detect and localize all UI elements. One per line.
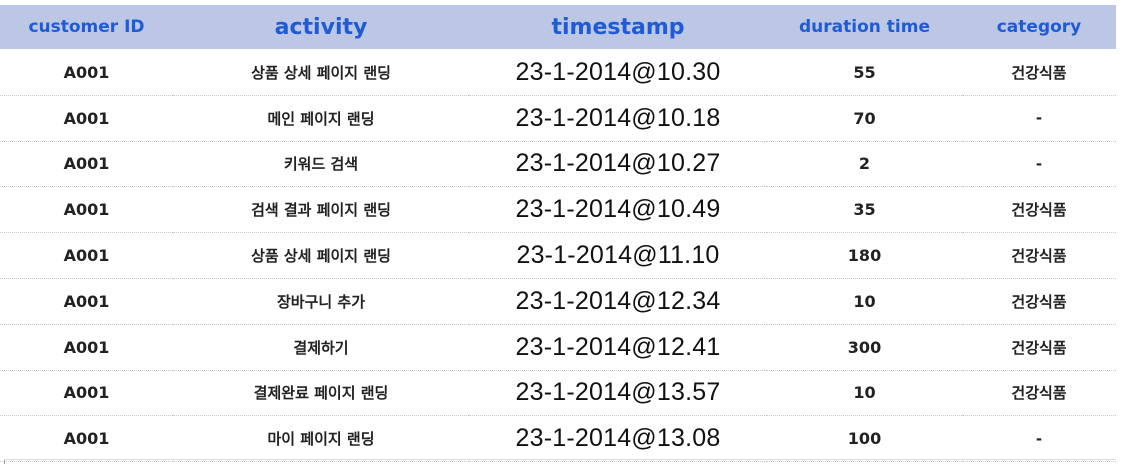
header-category: category: [962, 5, 1116, 50]
cell-timestamp: 23-1-2014@13.57: [469, 370, 767, 417]
cell-duration-time: 100: [767, 415, 962, 463]
cell-category: -: [962, 95, 1116, 142]
cell-category: 건강식품: [962, 324, 1116, 371]
cell-timestamp: 23-1-2014@10.49: [469, 186, 767, 234]
cell-category: 건강식품: [962, 49, 1116, 96]
table-row: A001 마이 페이지 랜딩 23-1-2014@13.08 100-: [0, 415, 1116, 463]
cell-duration-time: 180: [767, 232, 962, 279]
cell-category: 건강식품: [962, 232, 1116, 279]
cell-activity: 마이 페이지 랜딩: [173, 415, 469, 463]
cell-activity: 상품 상세 페이지 랜딩: [173, 49, 469, 96]
cell-customer-id: A001: [0, 415, 173, 463]
cell-category: 건강식품: [962, 370, 1116, 417]
header-timestamp: timestamp: [469, 5, 767, 50]
cell-timestamp: 23-1-2014@12.34: [469, 278, 767, 325]
header-customer-id: customer ID: [0, 5, 173, 50]
table-bottom-rule: [4, 459, 1116, 460]
cell-duration-time: 10: [767, 278, 962, 325]
cell-customer-id: A001: [0, 324, 173, 371]
table-row: A001 상품 상세 페이지 랜딩 23-1-2014@10.30 55 건강식품: [0, 49, 1116, 96]
header-duration-time: duration time: [767, 5, 962, 50]
table-header: customer ID activity timestamp duration …: [0, 5, 1116, 50]
cell-duration-time: 2: [767, 141, 962, 188]
cell-customer-id: A001: [0, 95, 173, 142]
cell-customer-id: A001: [0, 370, 173, 417]
cell-activity: 검색 결과 페이지 랜딩: [173, 186, 469, 234]
cell-activity: 장바구니 추가: [173, 278, 469, 325]
cell-timestamp: 23-1-2014@12.41: [469, 324, 767, 371]
table-body: A001 상품 상세 페이지 랜딩 23-1-2014@10.30 55 건강식품 A00…: [0, 49, 1116, 463]
cell-category: 건강식품: [962, 186, 1116, 234]
cell-duration-time: 300: [767, 324, 962, 371]
table-left-tick: [4, 460, 5, 464]
cell-timestamp: 23-1-2014@11.10: [469, 232, 767, 279]
cell-customer-id: A001: [0, 49, 173, 96]
cell-activity: 결제완료 페이지 랜딩: [173, 370, 469, 417]
table-row: A001 검색 결과 페이지 랜딩 23-1-2014@10.49 35 건강식품: [0, 186, 1116, 234]
header-row: customer ID activity timestamp duration …: [0, 5, 1116, 50]
cell-activity: 메인 페이지 랜딩: [173, 95, 469, 142]
header-activity: activity: [173, 5, 469, 50]
cell-timestamp: 23-1-2014@10.30: [469, 49, 767, 96]
table-row: A001 장바구니 추가 23-1-2014@12.34 10 건강식품: [0, 278, 1116, 325]
cell-timestamp: 23-1-2014@13.08: [469, 415, 767, 463]
table-row: A001 결제하기 23-1-2014@12.41 300 건강식품: [0, 324, 1116, 371]
cell-duration-time: 10: [767, 370, 962, 417]
cell-category: -: [962, 141, 1116, 188]
cell-activity: 결제하기: [173, 324, 469, 371]
cell-category: -: [962, 415, 1116, 463]
cell-timestamp: 23-1-2014@10.18: [469, 95, 767, 142]
table-row: A001 키워드 검색 23-1-2014@10.27 2-: [0, 141, 1116, 188]
cell-duration-time: 70: [767, 95, 962, 142]
cell-timestamp: 23-1-2014@10.27: [469, 141, 767, 188]
cell-category: 건강식품: [962, 278, 1116, 325]
cell-activity: 상품 상세 페이지 랜딩: [173, 232, 469, 279]
cell-duration-time: 55: [767, 49, 962, 96]
cell-customer-id: A001: [0, 232, 173, 279]
activity-log-table: customer ID activity timestamp duration …: [0, 5, 1116, 463]
table-row: A001 메인 페이지 랜딩 23-1-2014@10.18 70-: [0, 95, 1116, 142]
cell-duration-time: 35: [767, 186, 962, 234]
cell-activity: 키워드 검색: [173, 141, 469, 188]
table-row: A001 상품 상세 페이지 랜딩 23-1-2014@11.10 180 건강식품: [0, 232, 1116, 279]
table-row: A001 결제완료 페이지 랜딩 23-1-2014@13.57 10 건강식품: [0, 370, 1116, 417]
cell-customer-id: A001: [0, 141, 173, 188]
cell-customer-id: A001: [0, 278, 173, 325]
cell-customer-id: A001: [0, 186, 173, 234]
